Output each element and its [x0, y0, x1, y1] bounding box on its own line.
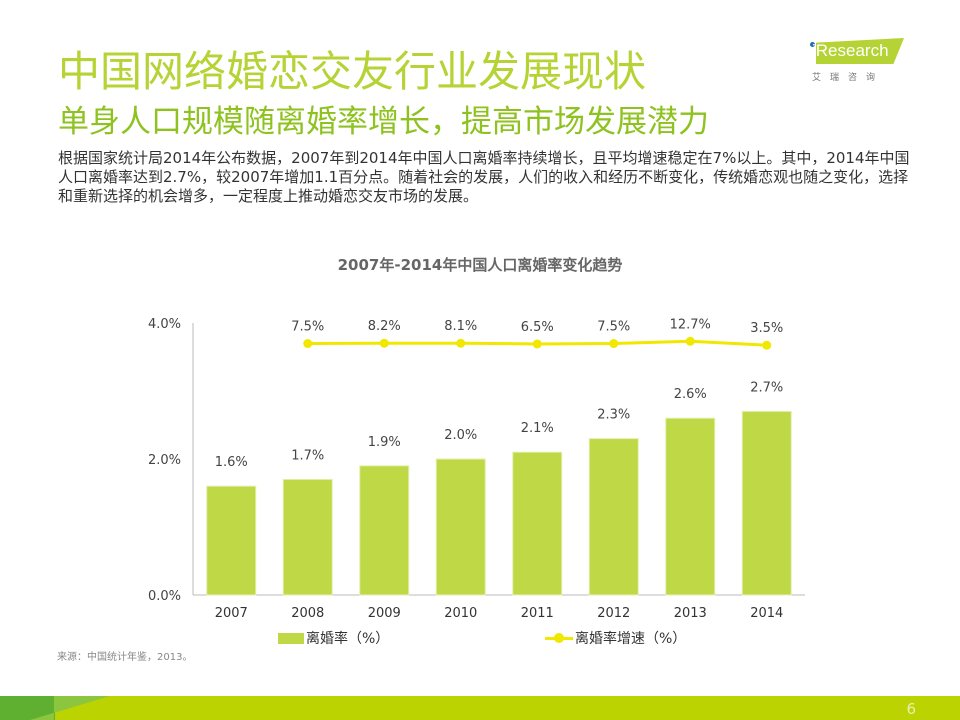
bar	[741, 410, 792, 596]
page-number: 6	[906, 700, 916, 718]
x-tick-label: 2009	[368, 606, 401, 621]
y-tick-label: 0.0%	[148, 589, 181, 604]
legend-bar-swatch	[278, 632, 304, 644]
bar-data-label: 2.3%	[597, 408, 630, 423]
bar	[588, 438, 639, 596]
growth-point	[762, 340, 772, 350]
bar-data-label: 1.6%	[215, 455, 248, 470]
x-tick-label: 2010	[444, 606, 477, 621]
y-tick-label: 4.0%	[148, 317, 181, 332]
logo-cn: 艾瑞咨询	[812, 73, 885, 83]
x-tick-label: 2011	[521, 606, 554, 621]
bar-data-label: 1.7%	[291, 448, 324, 463]
bar-data-label: 2.1%	[521, 421, 554, 436]
growth-data-label: 7.5%	[597, 320, 630, 335]
logo-word: iResearch	[812, 41, 889, 60]
x-tick-label: 2012	[597, 606, 630, 621]
legend-line-label: 离婚率增速（%）	[575, 631, 687, 647]
body-paragraph: 根据国家统计局2014年公布数据，2007年到2014年中国人口离婚率持续增长，…	[58, 149, 910, 205]
bar-data-label: 2.7%	[750, 380, 783, 395]
iresearch-logo: iResearch 艾瑞咨询	[806, 38, 906, 88]
logo-dot	[810, 42, 815, 47]
logo-plate	[816, 38, 904, 64]
legend-item-line: 离婚率增速（%）	[545, 628, 686, 648]
page-subtitle: 单身人口规模随离婚率增长，提高市场发展潜力	[58, 104, 709, 140]
bar	[206, 485, 257, 596]
growth-point	[303, 339, 313, 349]
growth-data-label: 7.5%	[291, 320, 324, 335]
bar-data-label: 2.0%	[444, 428, 477, 443]
growth-data-label: 8.2%	[368, 319, 401, 334]
legend-line-swatch	[545, 632, 573, 644]
growth-point	[609, 339, 619, 349]
source-note: 来源：中国统计年鉴，2013。	[57, 652, 193, 663]
growth-point	[685, 336, 695, 346]
legend-bar-label: 离婚率（%）	[306, 631, 390, 647]
x-tick-label: 2013	[674, 606, 707, 621]
page-title: 中国网络婚恋交友行业发展现状	[58, 47, 647, 96]
growth-data-label: 6.5%	[521, 320, 554, 335]
growth-point	[456, 338, 466, 348]
bar	[665, 417, 716, 596]
bar	[359, 465, 410, 596]
growth-data-label: 3.5%	[750, 321, 783, 336]
growth-point	[532, 339, 542, 349]
x-tick-label: 2008	[291, 606, 324, 621]
bar	[435, 458, 486, 596]
bar-data-label: 2.6%	[674, 387, 707, 402]
chart-title: 2007年-2014年中国人口离婚率变化趋势	[337, 256, 623, 274]
x-tick-label: 2007	[215, 606, 248, 621]
growth-point	[379, 338, 389, 348]
bar	[282, 478, 333, 596]
bar-data-label: 1.9%	[368, 435, 401, 450]
legend-item-bar: 离婚率（%）	[278, 628, 389, 648]
footer-bar	[0, 696, 960, 720]
growth-data-label: 12.7%	[670, 317, 711, 332]
growth-data-label: 8.1%	[444, 319, 477, 334]
x-tick-label: 2014	[750, 606, 783, 621]
bar	[512, 451, 563, 596]
y-tick-label: 2.0%	[148, 453, 181, 468]
